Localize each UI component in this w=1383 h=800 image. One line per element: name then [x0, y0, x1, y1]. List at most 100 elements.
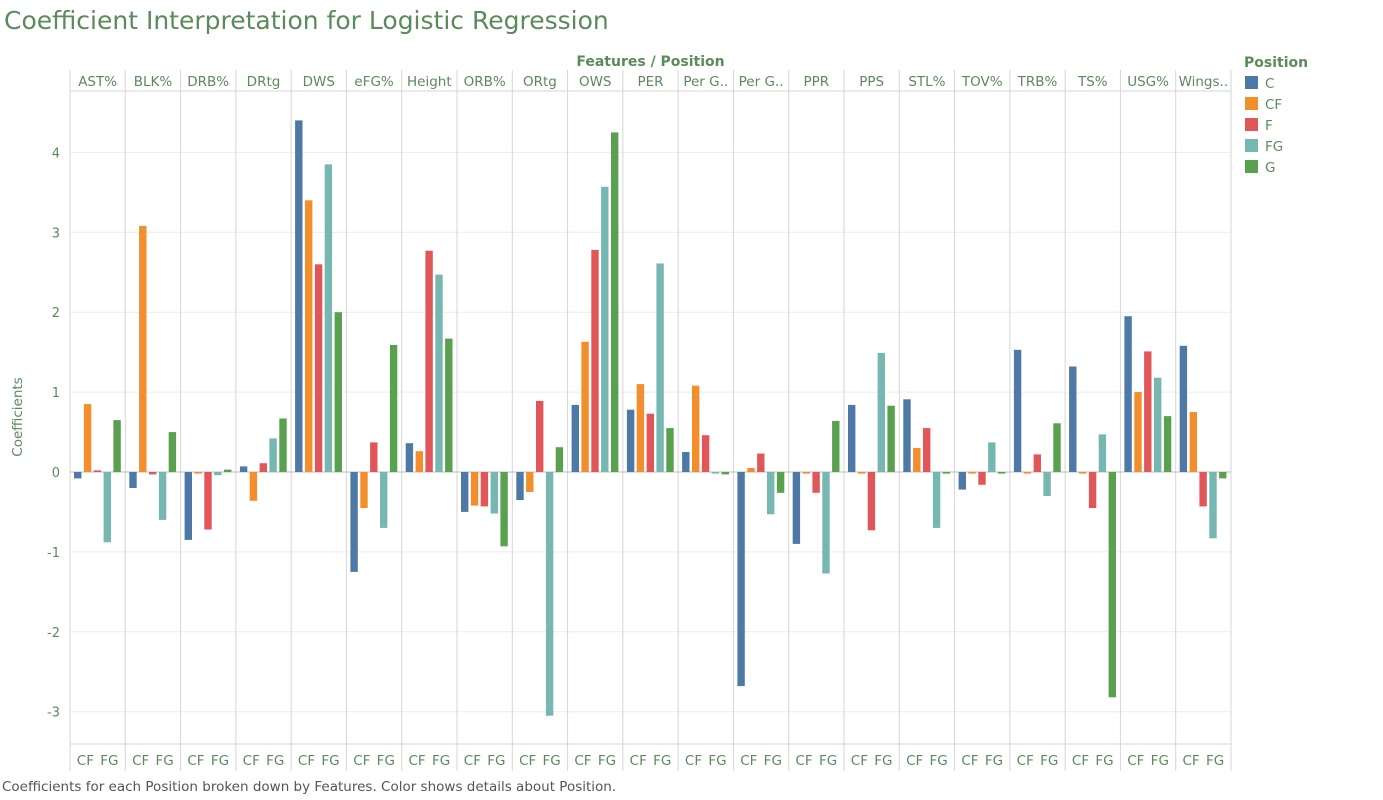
bar: [711, 472, 720, 474]
bar: [149, 472, 157, 475]
bar: [490, 472, 498, 514]
bar: [370, 442, 378, 472]
bar: [626, 409, 635, 472]
bar: [978, 472, 986, 485]
bar: [545, 472, 554, 716]
bar: [324, 164, 333, 472]
bar: [682, 452, 690, 472]
bar: [158, 472, 167, 520]
bar: [1023, 472, 1032, 474]
bar: [747, 468, 755, 472]
category-header: PPR: [804, 74, 830, 90]
legend-swatch: [1245, 76, 1258, 89]
bar: [389, 345, 398, 472]
bar: [877, 352, 885, 472]
bar: [204, 472, 212, 530]
panel-bottom-labels: CF FG: [685, 753, 727, 769]
bar: [812, 472, 820, 493]
legend-swatch: [1245, 160, 1258, 173]
bar: [958, 472, 966, 490]
panel-bottom-labels: CF FG: [187, 753, 229, 769]
bar: [113, 420, 121, 472]
bar: [988, 442, 996, 472]
bar: [857, 472, 866, 474]
bar: [214, 472, 222, 476]
bar: [1098, 434, 1107, 472]
bar: [168, 432, 177, 472]
bar: [1154, 377, 1162, 472]
bar: [83, 404, 92, 472]
bar: [184, 472, 192, 540]
bar: [1124, 316, 1132, 472]
bar: [832, 420, 840, 472]
y-tick-label: 1: [52, 386, 60, 401]
panel-bottom-labels: CF FG: [464, 753, 506, 769]
bar: [1053, 423, 1061, 472]
bar: [93, 470, 102, 472]
bar: [1033, 454, 1041, 472]
bar: [646, 413, 654, 472]
bar: [591, 249, 599, 472]
category-header: PPS: [859, 74, 884, 90]
category-header: STL%: [908, 74, 945, 90]
coefficient-bar-chart: Features / Position 4 3 2 1 0 -1 -2 -3 Coefficien…: [10, 54, 1308, 771]
legend-swatch: [1245, 139, 1258, 152]
bar: [1088, 472, 1097, 508]
bar: [405, 443, 414, 472]
bar: [968, 472, 976, 474]
legend-entry: FG: [1265, 139, 1283, 155]
y-tick-label: -2: [47, 626, 60, 641]
y-tick-label: 4: [52, 146, 60, 161]
category-header: Per G..: [739, 74, 784, 90]
bar: [350, 472, 358, 572]
bar: [636, 384, 645, 472]
bar: [129, 472, 137, 488]
page-title: Coefficient Interpretation for Logistic …: [4, 6, 609, 35]
panel-bottom-labels: CF FG: [1127, 753, 1169, 769]
chart-caption: Coefficients for each Position broken do…: [2, 779, 617, 795]
category-header: USG%: [1127, 74, 1169, 90]
panel-bottom-labels: CF FG: [243, 753, 285, 769]
bar: [334, 312, 342, 472]
panel-bottom-labels: CF FG: [630, 753, 672, 769]
bar: [1209, 472, 1217, 539]
bar: [1013, 349, 1022, 472]
bar: [295, 120, 303, 473]
category-header: PER: [637, 74, 663, 90]
bar: [194, 472, 202, 474]
category-header: DRtg: [247, 74, 281, 90]
panel-bottom-labels: CF FG: [1182, 753, 1224, 769]
bar: [380, 472, 388, 528]
category-header: ORtg: [523, 74, 557, 90]
panel-bottom-labels: CF FG: [851, 753, 893, 769]
bar: [74, 472, 82, 479]
bar: [932, 472, 941, 528]
bar: [701, 435, 710, 472]
category-header: DWS: [303, 74, 335, 90]
facet-header-title: Features / Position: [576, 54, 724, 70]
bar: [1144, 351, 1152, 472]
panel-bottom-labels: CF FG: [408, 753, 450, 769]
panel-bottom-labels: CF FG: [961, 753, 1003, 769]
bar: [581, 341, 589, 472]
bar: [305, 200, 313, 473]
legend-entry: F: [1265, 118, 1273, 134]
legend-swatch: [1245, 97, 1258, 110]
panel-bottom-labels: CF FG: [77, 753, 119, 769]
bar: [998, 472, 1006, 474]
bar: [721, 472, 729, 475]
bar: [1069, 366, 1077, 472]
bar: [139, 225, 147, 472]
panel-bottom-labels: CF FG: [298, 753, 340, 769]
y-tick-label: 3: [52, 226, 60, 241]
bar: [445, 338, 453, 472]
y-tick-label: 0: [52, 466, 60, 481]
panel-bottom-labels: CF FG: [132, 753, 174, 769]
panel-bottom-labels: CF FG: [519, 753, 561, 769]
bar: [848, 404, 856, 472]
bar: [269, 438, 277, 472]
bar: [757, 453, 765, 472]
bar: [239, 466, 248, 472]
y-tick-label: -1: [47, 546, 60, 561]
legend-swatch: [1245, 118, 1258, 131]
